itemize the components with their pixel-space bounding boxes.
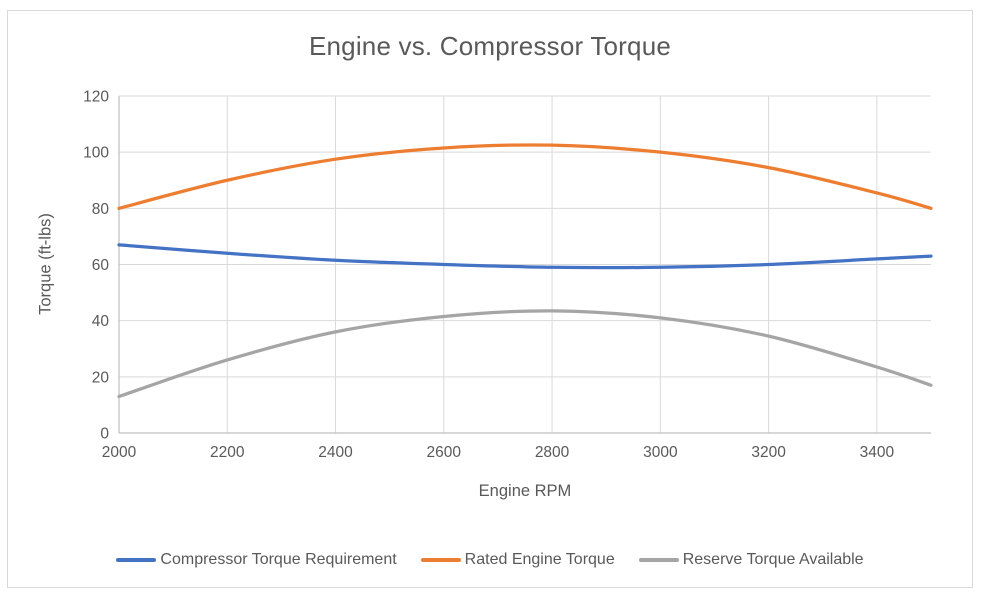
chart-area: 0 20 40 60 80 100 120 2000 2200 2400 2600 2800 3000 3…: [7, 10, 973, 588]
x-tick-label: 2200: [210, 444, 245, 461]
y-tick-label: 80: [92, 201, 110, 218]
x-tick-label: 3000: [643, 444, 678, 461]
legend-item-reserve-torque: Reserve Torque Available: [638, 551, 864, 569]
x-axis-title-text: Engine RPM: [478, 482, 572, 500]
y-tick-label: 120: [83, 88, 109, 105]
y-tick-label: 20: [92, 369, 110, 386]
series-line-1: [117, 143, 933, 210]
y-tick-label: 0: [100, 425, 109, 442]
x-tick-label: 2600: [427, 444, 462, 461]
y-tick-label: 40: [92, 313, 110, 330]
series-line-2: [117, 309, 933, 399]
legend-item-rated-engine-torque: Rated Engine Torque: [420, 551, 615, 569]
x-tick-label: 3400: [860, 444, 895, 461]
legend-line-swatch-icon: [638, 558, 679, 562]
x-tick-label: 2000: [102, 444, 137, 461]
legend-label: Compressor Torque Requirement: [160, 551, 397, 568]
legend-line-swatch-icon: [420, 558, 461, 562]
chart-legend: Compressor Torque Requirement Rated Engi…: [8, 551, 972, 569]
plot-area: 0 20 40 60 80 100 120 2000 2200 2400 2600 2800 3000 3…: [83, 88, 933, 461]
y-tick-label: 100: [83, 145, 109, 162]
legend-label: Rated Engine Torque: [464, 551, 615, 568]
chart-title: Engine vs. Compressor Torque: [308, 31, 672, 61]
legend-item-compressor-torque: Compressor Torque Requirement: [116, 551, 397, 569]
series-line-0: [117, 243, 933, 270]
x-tick-label: 2800: [535, 444, 570, 461]
x-tick-label: 3200: [751, 444, 786, 461]
x-tick-label: 2400: [318, 444, 353, 461]
y-axis-title-text: Torque (ft-lbs): [36, 213, 55, 315]
legend-line-swatch-icon: [116, 558, 157, 562]
legend-label: Reserve Torque Available: [682, 551, 864, 568]
y-tick-label: 60: [92, 257, 110, 274]
